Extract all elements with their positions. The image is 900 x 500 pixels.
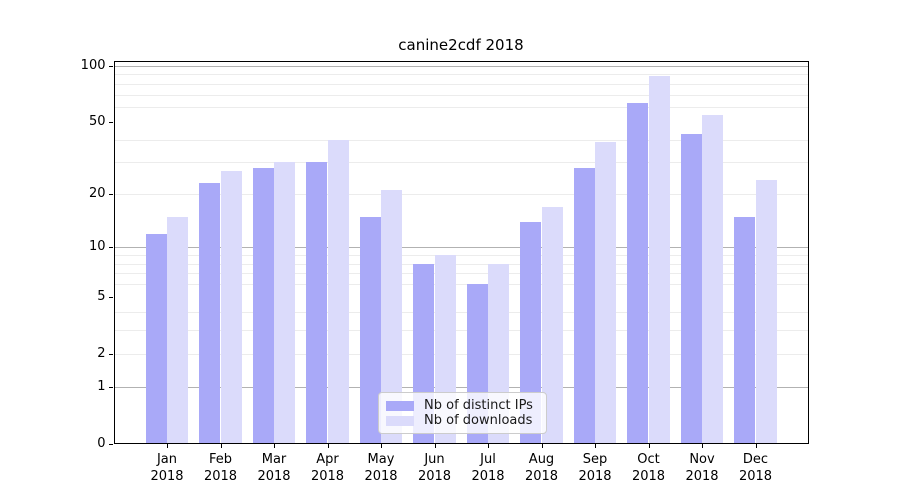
y-tick-label: 50 — [88, 113, 106, 129]
x-tick-label: Sep 2018 — [563, 451, 627, 485]
bar-downloads — [220, 170, 242, 444]
y-tick-mark — [109, 121, 113, 123]
y-tick-label: 100 — [80, 57, 106, 73]
x-tick-mark — [327, 444, 329, 448]
x-tick-mark — [755, 444, 757, 448]
y-tick-mark — [109, 65, 113, 67]
bar-distinct-ips — [359, 216, 381, 444]
legend-item-distinct-ips: Nb of distinct IPs — [386, 399, 538, 413]
x-tick-mark — [274, 444, 275, 448]
legend: Nb of distinct IPs Nb of downloads — [378, 392, 547, 434]
legend-swatch-downloads — [386, 416, 414, 426]
y-tick-mark — [109, 194, 113, 196]
legend-item-downloads: Nb of downloads — [386, 414, 538, 428]
x-tick-label: Jul 2018 — [456, 451, 520, 485]
gridline-minor — [113, 273, 809, 275]
x-tick-year: 2018 — [738, 468, 773, 484]
gridline-minor — [113, 263, 809, 265]
x-tick-year: 2018 — [631, 468, 666, 484]
x-tick-label: Jun 2018 — [403, 451, 467, 485]
y-tick-label: 5 — [97, 288, 106, 304]
bar-distinct-ips — [734, 216, 756, 444]
y-tick-label: 10 — [88, 239, 106, 255]
gridline-major — [113, 65, 809, 67]
y-tick-label: 20 — [88, 186, 106, 202]
bar-downloads — [755, 180, 777, 444]
y-tick-label: 0 — [97, 435, 106, 451]
gridline-minor — [113, 255, 809, 257]
y-tick-mark — [109, 296, 113, 298]
bar-downloads — [327, 139, 349, 444]
legend-swatch-distinct-ips — [386, 401, 414, 411]
gridline-major — [113, 247, 809, 249]
gridline-major — [113, 386, 809, 388]
x-tick-year: 2018 — [203, 468, 238, 484]
gridline-minor — [113, 106, 809, 108]
x-tick-year: 2018 — [578, 468, 612, 484]
x-tick-year: 2018 — [150, 468, 184, 484]
x-tick-mark — [648, 444, 650, 448]
y-tick-label: 1 — [97, 378, 106, 394]
x-tick-label: Nov 2018 — [670, 451, 734, 485]
bar-distinct-ips — [199, 183, 221, 444]
x-tick-label: Feb 2018 — [189, 451, 253, 485]
x-tick-year: 2018 — [417, 468, 452, 484]
bar-distinct-ips — [520, 221, 542, 444]
x-tick-mark — [434, 444, 436, 448]
x-tick-year: 2018 — [685, 468, 719, 484]
x-tick-year: 2018 — [524, 468, 559, 484]
gridline-minor — [113, 284, 809, 286]
x-tick-mark — [541, 444, 543, 448]
x-tick-mark — [167, 444, 168, 448]
bar-downloads — [274, 162, 296, 444]
bar-downloads — [702, 115, 724, 444]
x-tick-year: 2018 — [364, 468, 398, 484]
bar-distinct-ips — [145, 233, 167, 444]
x-tick-year: 2018 — [310, 468, 345, 484]
x-tick-year: 2018 — [471, 468, 505, 484]
x-tick-label: Apr 2018 — [296, 451, 360, 485]
y-tick-mark — [109, 353, 113, 355]
gridline-minor — [113, 94, 809, 96]
x-tick-label: Dec 2018 — [724, 451, 788, 485]
y-tick-mark — [109, 386, 113, 388]
x-tick-mark — [488, 444, 489, 448]
bar-downloads — [648, 76, 670, 444]
y-tick-mark — [109, 247, 113, 249]
bar-distinct-ips — [573, 167, 595, 444]
y-tick-mark — [109, 443, 113, 445]
x-tick-mark — [595, 444, 596, 448]
bar-downloads — [541, 206, 563, 444]
gridline-minor — [113, 83, 809, 85]
x-tick-label: May 2018 — [349, 451, 413, 485]
legend-label-distinct-ips: Nb of distinct IPs — [424, 398, 533, 413]
bar-distinct-ips — [680, 133, 702, 444]
bar-downloads — [167, 216, 189, 444]
x-tick-label: Aug 2018 — [510, 451, 574, 485]
x-tick-label: Oct 2018 — [617, 451, 681, 485]
gridline-minor — [113, 194, 809, 196]
bar-distinct-ips — [306, 162, 328, 444]
x-tick-label: Jan 2018 — [135, 451, 199, 485]
gridline-minor — [113, 139, 809, 141]
legend-label-downloads: Nb of downloads — [424, 413, 533, 428]
x-tick-year: 2018 — [257, 468, 291, 484]
gridline-minor — [113, 311, 809, 313]
y-tick-label: 2 — [97, 345, 106, 361]
plot-area — [113, 61, 809, 444]
x-tick-mark — [381, 444, 382, 448]
gridline-minor — [113, 330, 809, 332]
bar-distinct-ips — [627, 103, 649, 444]
bar-distinct-ips — [252, 167, 274, 444]
bar-downloads — [595, 141, 617, 444]
x-tick-label: Mar 2018 — [242, 451, 306, 485]
x-tick-mark — [702, 444, 703, 448]
gridline-minor — [113, 74, 809, 76]
gridline-minor — [113, 162, 809, 164]
bar-downloads — [381, 190, 403, 444]
x-tick-mark — [220, 444, 222, 448]
gridline-minor — [113, 353, 809, 355]
chart-title: canine2cdf 2018 — [398, 36, 524, 54]
